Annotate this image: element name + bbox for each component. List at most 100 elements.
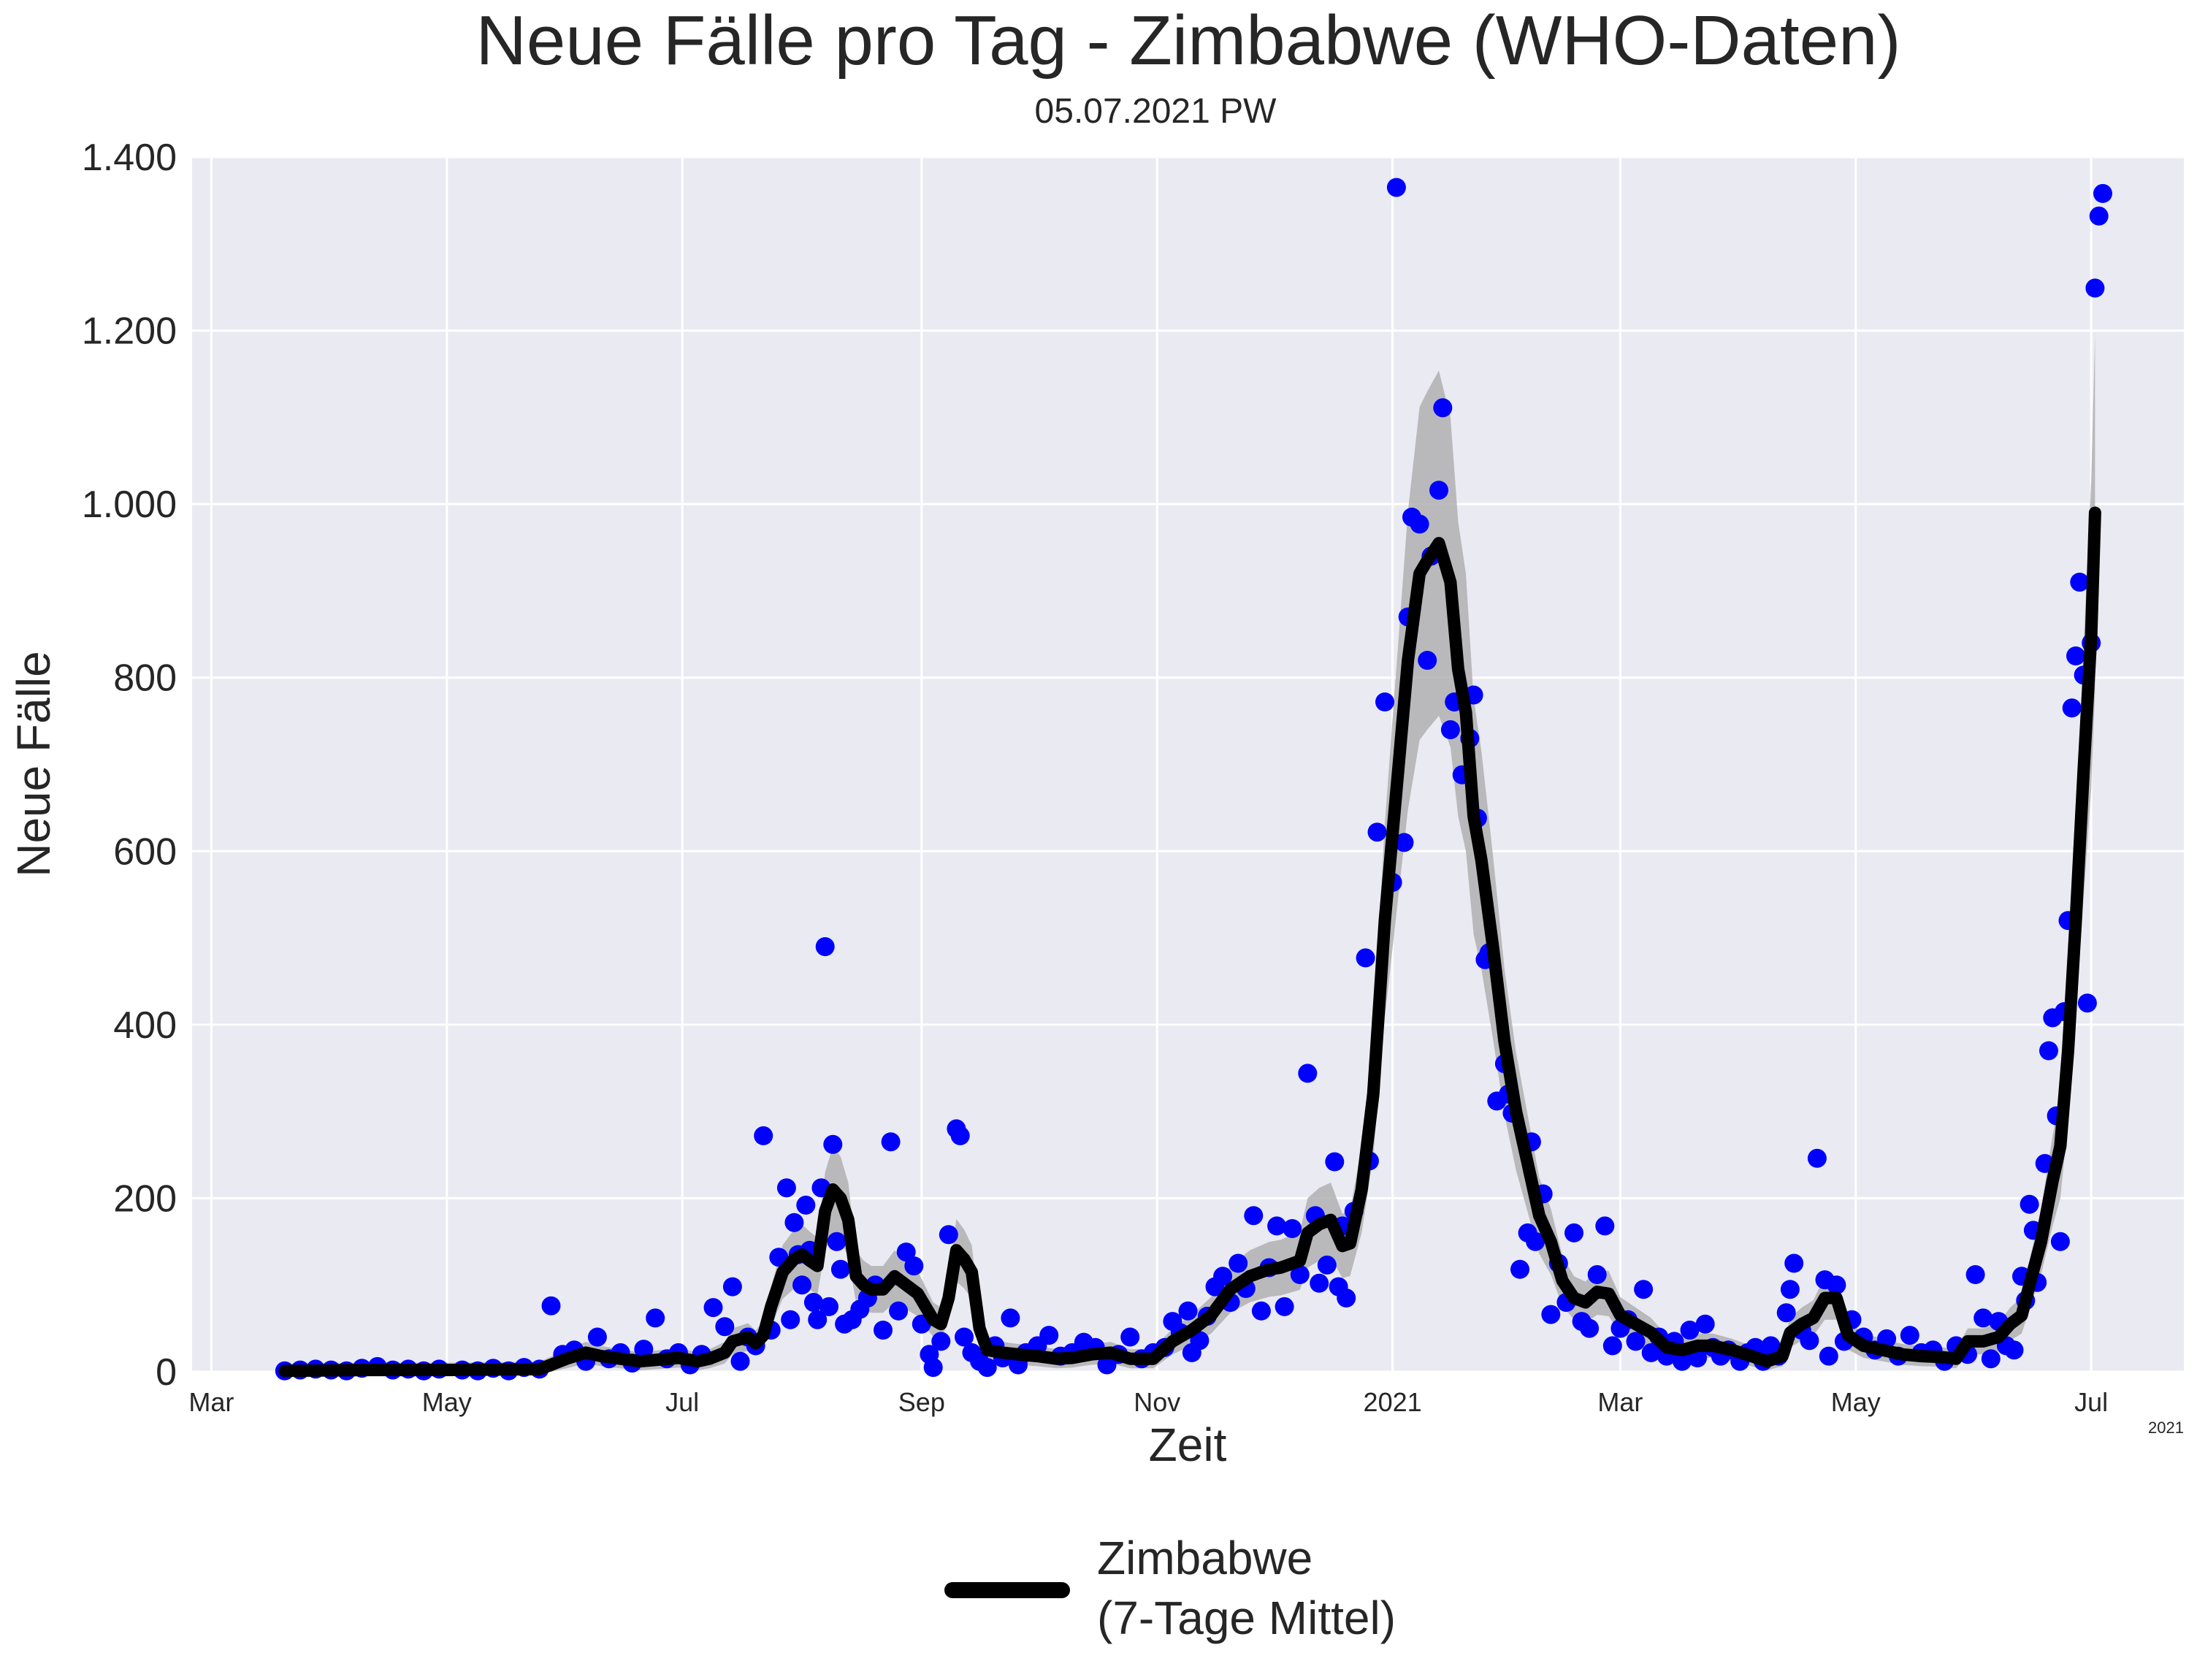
daily-case-point <box>1356 948 1375 968</box>
daily-case-point <box>931 1332 951 1351</box>
daily-case-point <box>1800 1331 1819 1351</box>
daily-case-point <box>939 1225 958 1245</box>
daily-case-point <box>1229 1253 1248 1273</box>
daily-case-point <box>1213 1267 1233 1286</box>
daily-case-point <box>1418 651 1437 670</box>
daily-case-point <box>823 1134 843 1154</box>
daily-case-point <box>904 1256 924 1276</box>
daily-case-point <box>2093 183 2112 203</box>
x-axis-offset-label: 2021 <box>2148 1419 2184 1437</box>
daily-case-point <box>781 1310 801 1329</box>
daily-case-point <box>1776 1303 1796 1323</box>
y-axis-ticks: 0 200 400 600 800 1.000 1.200 1.400 <box>82 137 177 1394</box>
y-tick-label: 600 <box>113 831 177 873</box>
y-tick-label: 1.000 <box>82 484 177 526</box>
daily-case-point <box>1626 1332 1646 1351</box>
legend-label-line1: Zimbabwe <box>1097 1532 1313 1584</box>
daily-case-point <box>730 1351 750 1371</box>
daily-case-point <box>889 1301 909 1321</box>
x-tick-label: Sep <box>898 1387 945 1417</box>
daily-case-point <box>1120 1327 1140 1347</box>
daily-case-point <box>541 1296 561 1316</box>
daily-case-point <box>1780 1280 1800 1299</box>
daily-case-point <box>2085 278 2105 298</box>
daily-case-point <box>1433 398 1453 418</box>
daily-case-point <box>1275 1297 1294 1316</box>
daily-case-point <box>2050 1232 2070 1251</box>
daily-case-point <box>1267 1216 1287 1236</box>
daily-case-point <box>2004 1340 2024 1360</box>
daily-case-point <box>1587 1265 1607 1284</box>
daily-case-point <box>2089 206 2109 226</box>
daily-case-point <box>815 937 835 956</box>
daily-case-point <box>715 1317 735 1337</box>
daily-case-point <box>1410 514 1429 534</box>
chart-subtitle: 05.07.2021 PW <box>1035 92 1277 131</box>
daily-case-point <box>923 1358 943 1378</box>
x-axis-label: Zeit <box>1149 1419 1227 1471</box>
daily-case-point <box>1580 1318 1600 1338</box>
y-tick-label: 400 <box>113 1004 177 1047</box>
daily-case-point <box>896 1242 916 1262</box>
x-tick-label: 2021 <box>1364 1387 1422 1417</box>
daily-case-point <box>2039 1041 2058 1061</box>
daily-case-point <box>2077 993 2097 1013</box>
daily-case-point <box>1317 1255 1337 1275</box>
daily-case-point <box>1695 1314 1715 1334</box>
daily-case-point <box>1190 1331 1210 1351</box>
x-tick-label: May <box>1831 1387 1881 1417</box>
daily-case-point <box>754 1126 773 1145</box>
daily-case-point <box>955 1327 974 1347</box>
daily-case-point <box>1680 1321 1700 1340</box>
daily-case-point <box>881 1132 901 1152</box>
daily-case-point <box>1429 481 1448 500</box>
daily-case-point <box>1039 1326 1059 1345</box>
daily-case-point <box>977 1358 997 1378</box>
x-tick-label: Mar <box>188 1387 234 1417</box>
x-tick-label: Nov <box>1134 1387 1180 1417</box>
daily-case-point <box>2062 698 2082 718</box>
daily-case-point <box>1595 1216 1615 1236</box>
y-tick-label: 800 <box>113 657 177 700</box>
daily-case-point <box>1310 1273 1329 1293</box>
daily-case-point <box>703 1298 723 1318</box>
daily-case-point <box>1784 1253 1804 1273</box>
x-tick-label: Jul <box>665 1387 699 1417</box>
daily-case-point <box>1526 1232 1545 1251</box>
daily-case-point <box>587 1327 607 1347</box>
daily-case-point <box>1965 1265 1985 1284</box>
daily-case-point <box>1337 1288 1356 1307</box>
daily-case-point <box>792 1275 811 1295</box>
plot-area <box>192 157 2184 1372</box>
daily-case-point <box>2020 1194 2039 1214</box>
x-tick-label: Jul <box>2074 1387 2108 1417</box>
daily-case-point <box>646 1308 665 1328</box>
daily-case-point <box>1367 822 1387 842</box>
daily-case-point <box>830 1259 850 1279</box>
daily-case-point <box>722 1277 742 1297</box>
daily-case-point <box>1641 1343 1661 1362</box>
y-tick-label: 0 <box>156 1351 177 1394</box>
daily-case-point <box>1244 1206 1264 1226</box>
daily-case-point <box>1283 1219 1302 1238</box>
daily-case-point <box>1807 1148 1827 1168</box>
daily-case-point <box>1394 833 1414 852</box>
daily-case-point <box>1602 1336 1622 1356</box>
daily-case-point <box>950 1126 970 1145</box>
daily-case-point <box>1001 1308 1020 1328</box>
daily-case-point <box>1375 692 1394 711</box>
y-tick-label: 1.400 <box>82 137 177 179</box>
daily-case-point <box>874 1321 893 1340</box>
daily-case-point <box>776 1178 796 1198</box>
daily-case-point <box>1827 1275 1846 1295</box>
daily-case-point <box>1900 1326 1919 1345</box>
daily-case-point <box>1290 1265 1310 1284</box>
rolling-mean-line <box>278 506 2101 1378</box>
daily-case-point <box>1440 720 1460 739</box>
y-tick-label: 200 <box>113 1177 177 1220</box>
daily-case-point <box>1510 1259 1529 1279</box>
daily-case-point <box>1298 1064 1318 1083</box>
legend-label-line2: (7-Tage Mittel) <box>1097 1592 1396 1644</box>
x-tick-label: May <box>422 1387 472 1417</box>
